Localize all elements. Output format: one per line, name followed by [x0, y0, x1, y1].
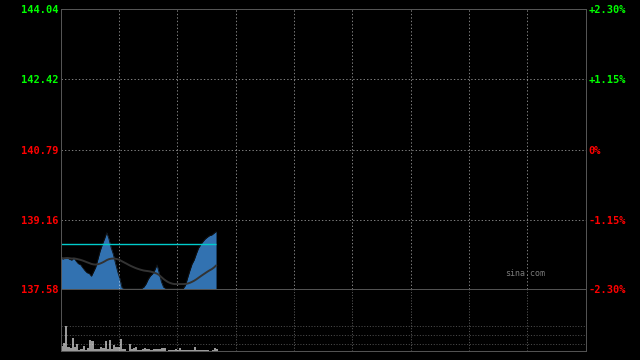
Bar: [146, 348, 148, 351]
Bar: [81, 349, 83, 351]
Bar: [214, 348, 216, 351]
Bar: [170, 350, 172, 351]
Bar: [87, 348, 89, 351]
Bar: [175, 349, 177, 351]
Bar: [140, 350, 141, 351]
Bar: [67, 347, 70, 351]
Bar: [196, 350, 198, 351]
Bar: [118, 347, 120, 351]
Bar: [207, 350, 209, 351]
Bar: [70, 348, 72, 351]
Bar: [63, 343, 65, 351]
Bar: [179, 348, 181, 351]
Bar: [107, 349, 109, 351]
Bar: [153, 348, 155, 351]
Bar: [148, 349, 150, 351]
Bar: [124, 349, 127, 351]
Bar: [157, 348, 159, 351]
Bar: [76, 344, 78, 351]
Bar: [201, 350, 203, 351]
Bar: [65, 326, 67, 351]
Bar: [181, 350, 183, 351]
Bar: [120, 339, 122, 351]
Bar: [164, 348, 166, 351]
Bar: [131, 349, 133, 351]
Bar: [144, 348, 146, 351]
Bar: [113, 345, 115, 351]
Bar: [93, 349, 96, 351]
Bar: [177, 350, 179, 351]
Bar: [216, 349, 218, 351]
Bar: [141, 349, 144, 351]
Bar: [155, 349, 157, 351]
Bar: [100, 347, 102, 351]
Bar: [188, 350, 190, 351]
Bar: [205, 350, 207, 351]
Bar: [83, 346, 85, 351]
Bar: [92, 341, 93, 351]
Bar: [198, 350, 201, 351]
Bar: [150, 350, 153, 351]
Bar: [115, 347, 118, 351]
Text: sina.com: sina.com: [505, 269, 545, 278]
Bar: [172, 350, 175, 351]
Bar: [78, 350, 81, 351]
Bar: [183, 350, 186, 351]
Bar: [89, 340, 92, 351]
Bar: [135, 347, 138, 351]
Bar: [194, 347, 196, 351]
Bar: [161, 347, 164, 351]
Bar: [98, 348, 100, 351]
Bar: [203, 350, 205, 351]
Bar: [212, 350, 214, 351]
Bar: [138, 350, 140, 351]
Bar: [159, 349, 161, 351]
Bar: [104, 342, 107, 351]
Bar: [168, 350, 170, 351]
Bar: [96, 349, 98, 351]
Bar: [133, 348, 135, 351]
Bar: [72, 338, 74, 351]
Bar: [74, 347, 76, 351]
Bar: [61, 346, 63, 351]
Bar: [85, 350, 87, 351]
Bar: [109, 340, 111, 351]
Bar: [129, 344, 131, 351]
Bar: [186, 350, 188, 351]
Bar: [111, 350, 113, 351]
Bar: [122, 349, 124, 351]
Bar: [102, 348, 104, 351]
